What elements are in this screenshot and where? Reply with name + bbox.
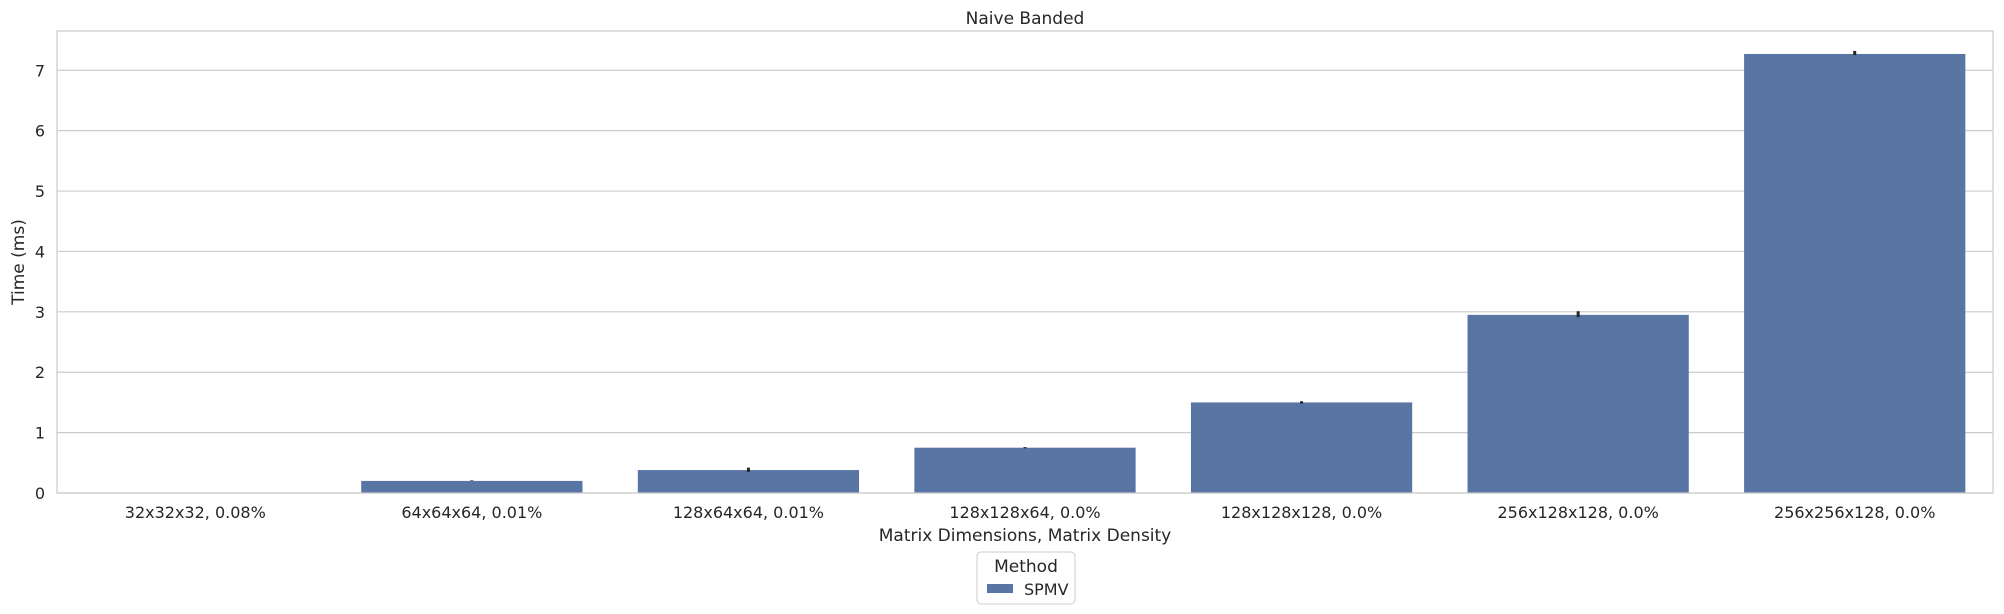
bar xyxy=(914,447,1136,493)
x-axis-title: Matrix Dimensions, Matrix Density xyxy=(879,526,1172,546)
plot-frame xyxy=(56,30,1994,494)
y-tick-label: 7 xyxy=(35,61,45,80)
legend: Method SPMV xyxy=(976,551,1076,605)
x-tick-label: 128x128x128, 0.0% xyxy=(1221,503,1382,522)
y-tick-label: 2 xyxy=(35,363,45,382)
x-tick-label: 256x128x128, 0.0% xyxy=(1497,503,1658,522)
y-tick-label: 6 xyxy=(35,122,45,141)
x-tick-label: 128x128x64, 0.0% xyxy=(949,503,1100,522)
legend-title: Method xyxy=(994,557,1058,577)
bar xyxy=(1190,402,1413,493)
x-tick-label: 64x64x64, 0.01% xyxy=(401,503,542,522)
x-tick-label: 32x32x32, 0.08% xyxy=(125,503,266,522)
bar xyxy=(1744,53,1966,493)
bar xyxy=(1467,314,1689,493)
y-tick-label: 1 xyxy=(35,424,45,443)
x-tick-labels: 32x32x32, 0.08% 64x64x64, 0.01% 128x64x64,… xyxy=(125,503,1936,522)
legend-label-spmv: SPMV xyxy=(1024,580,1069,599)
y-axis-title: Time (ms) xyxy=(9,219,29,306)
y-tick-label: 0 xyxy=(35,484,45,503)
bars xyxy=(361,53,1966,493)
y-tick-label: 5 xyxy=(35,182,45,201)
x-tick-label: 256x256x128, 0.0% xyxy=(1774,503,1935,522)
y-gridlines xyxy=(57,69,1993,494)
x-tick-label: 128x64x64, 0.01% xyxy=(673,503,824,522)
legend-swatch-spmv xyxy=(987,584,1013,593)
error-bars xyxy=(470,50,1857,481)
bar xyxy=(361,480,583,493)
bar xyxy=(637,470,860,493)
chart-title: Naive Banded xyxy=(966,9,1085,29)
y-tick-label: 3 xyxy=(35,303,45,322)
y-tick-labels: 0 1 2 3 4 5 6 7 xyxy=(35,61,45,503)
y-tick-label: 4 xyxy=(35,242,45,261)
